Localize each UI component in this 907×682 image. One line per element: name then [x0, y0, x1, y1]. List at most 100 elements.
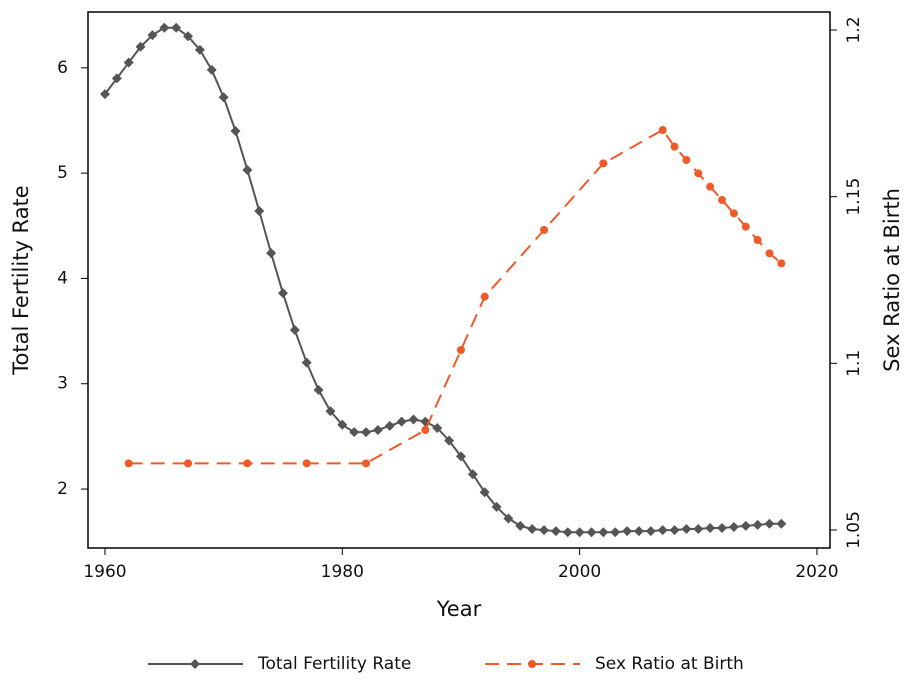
legend-marker	[528, 660, 536, 668]
series-line	[128, 128, 782, 465]
y2-tick-label: 1.05	[844, 511, 864, 549]
data-point	[740, 520, 751, 531]
data-point	[752, 519, 763, 530]
legend-label: Total Fertility Rate	[257, 654, 411, 674]
data-point	[444, 435, 455, 446]
data-point	[372, 425, 383, 436]
data-point	[171, 22, 182, 33]
data-point	[266, 248, 277, 259]
data-point	[527, 524, 538, 535]
data-point	[135, 41, 146, 52]
y2-tick-label: 1.2	[844, 16, 864, 43]
data-point	[729, 209, 738, 218]
data-point	[362, 459, 371, 468]
data-point	[277, 288, 288, 299]
data-point	[254, 206, 265, 217]
y2-tick-label: 1.15	[844, 178, 864, 216]
y-tick-label: 4	[57, 268, 68, 288]
data-point	[302, 459, 311, 468]
data-point	[622, 526, 633, 537]
data-point	[123, 57, 134, 68]
data-point	[777, 259, 786, 268]
y-tick-label: 2	[57, 479, 68, 499]
data-point	[313, 385, 324, 396]
data-point	[147, 30, 158, 41]
data-point	[776, 518, 787, 529]
data-point	[633, 526, 644, 537]
data-point	[598, 527, 609, 538]
data-point	[503, 513, 514, 524]
data-point	[550, 526, 561, 537]
y2-axis-title: Sex Ratio at Birth	[880, 188, 904, 372]
data-point	[682, 156, 691, 164]
data-point	[159, 22, 170, 33]
data-point	[467, 469, 478, 480]
data-point	[421, 426, 430, 434]
data-point	[515, 520, 526, 531]
data-point	[455, 451, 466, 462]
data-point	[408, 414, 419, 425]
data-point	[705, 522, 716, 533]
data-point	[599, 159, 608, 168]
data-point	[361, 427, 372, 438]
data-point	[693, 524, 704, 535]
y-tick-label: 3	[57, 374, 68, 394]
legend-label: Sex Ratio at Birth	[595, 654, 744, 674]
x-tick-label: 2000	[558, 562, 601, 582]
data-point	[479, 487, 490, 498]
data-point	[230, 125, 241, 136]
y-axis-title: Total Fertility Rate	[9, 185, 33, 375]
data-point	[669, 525, 680, 536]
plot-frame	[87, 11, 831, 549]
data-point	[396, 416, 407, 427]
series-line	[104, 26, 782, 534]
data-point	[432, 422, 443, 433]
data-point	[741, 222, 750, 231]
data-point	[728, 521, 739, 532]
data-point	[718, 196, 727, 204]
data-point	[694, 169, 703, 178]
data-point	[753, 236, 762, 244]
y2-tick-label: 1.1	[844, 350, 864, 377]
data-point	[384, 420, 395, 431]
data-point	[717, 522, 728, 533]
data-point	[706, 182, 715, 191]
data-point	[645, 526, 656, 537]
data-point	[194, 44, 205, 55]
data-point	[540, 226, 549, 234]
data-point	[764, 518, 775, 529]
data-point	[539, 525, 550, 536]
data-point	[456, 346, 465, 354]
data-point	[658, 126, 667, 134]
data-point	[574, 527, 585, 538]
data-point	[99, 89, 110, 100]
data-point	[491, 501, 502, 512]
data-point	[301, 357, 312, 368]
data-point	[610, 527, 621, 538]
data-point	[765, 249, 774, 258]
legend-marker	[190, 659, 200, 669]
data-point	[184, 459, 193, 468]
data-point	[111, 73, 122, 84]
data-point	[337, 419, 348, 430]
data-point	[681, 524, 692, 535]
data-point	[349, 427, 360, 438]
data-point	[218, 92, 229, 103]
data-point	[670, 142, 679, 151]
data-point	[657, 525, 668, 536]
data-point	[183, 31, 194, 42]
y-tick-label: 6	[57, 58, 68, 78]
data-point	[586, 527, 597, 538]
x-tick-label: 1960	[83, 562, 126, 582]
x-axis-title: Year	[436, 597, 482, 621]
x-tick-label: 1980	[321, 562, 364, 582]
data-point	[325, 406, 336, 417]
x-tick-label: 2020	[795, 562, 838, 582]
data-point	[242, 164, 253, 175]
data-point	[562, 527, 573, 538]
data-point	[480, 292, 489, 301]
data-point	[124, 459, 133, 468]
data-point	[289, 325, 300, 336]
data-point	[243, 459, 252, 468]
